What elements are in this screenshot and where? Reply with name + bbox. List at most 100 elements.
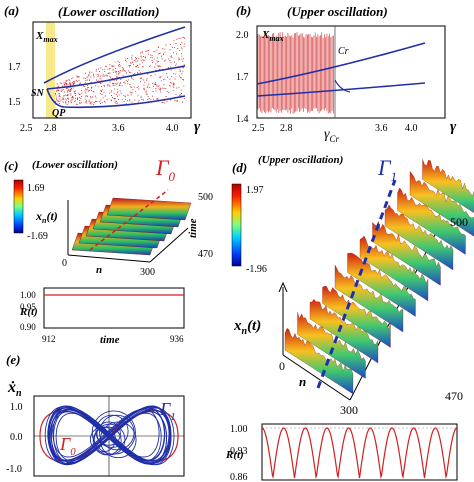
r-xlabel-c: time: [100, 334, 120, 346]
orbit-ring-e-0: [99, 414, 135, 451]
x-tick-a-4-0: 4.0: [166, 123, 179, 134]
ridges-c: [71, 197, 192, 256]
colorbar-min-d: -1.96: [246, 264, 267, 275]
colorbar-max-d: 1.97: [246, 185, 264, 196]
n-label-c: n: [96, 264, 102, 276]
lower-branch-b: [256, 82, 426, 97]
panel-d-label: (d): [232, 160, 247, 175]
ridge-d-11: [422, 159, 474, 213]
panel-a-label: (a): [4, 3, 19, 18]
y-tick-b-1-7: 1.7: [236, 72, 249, 83]
panel-a-title: (Lower oscillation): [58, 4, 159, 19]
orbit-loop-e-13: [50, 411, 168, 465]
r-ytick-0-95-c: 0.95: [20, 302, 36, 312]
annot-cr: Cr: [338, 46, 349, 57]
upper-branch-a: [43, 26, 186, 84]
orbit-ring-e-7: [91, 410, 136, 455]
gamma0-dashed-line: [89, 189, 169, 251]
annot-qp: QP: [52, 108, 66, 119]
z-label-d: xn(t): [233, 318, 261, 337]
x-tick-a-2-8: 2.8: [44, 123, 57, 134]
gamma0-label-c: Γ0: [155, 155, 176, 184]
tick-0-d: 0: [279, 359, 285, 373]
highlight-band: [46, 22, 55, 118]
ridge-d-5: [347, 252, 416, 317]
ridge-d-7: [372, 221, 441, 286]
panel-c-title: (Lower oscillation): [32, 159, 118, 171]
middle-branch-a: [46, 65, 186, 90]
colorbar-c: [13, 179, 24, 234]
panel-c: (c) (Lower oscillation) Γ0 1.69 -1.69 xn…: [4, 155, 213, 346]
y-axis-label-e: ẋn: [7, 379, 22, 399]
gamma1-label-e: Γ1: [159, 399, 176, 423]
lower-branch-a: [46, 88, 186, 109]
n-label-d: n: [299, 374, 306, 389]
y-tick-e-neg-1-0: -1.0: [6, 464, 22, 475]
colorbar-d: [231, 183, 242, 267]
orbit-ring-e-5: [89, 426, 116, 453]
tick-500-c: 500: [198, 192, 213, 203]
x-axis-label-b: γ: [450, 119, 457, 135]
ridge-d-6: [359, 235, 429, 302]
r-ytick-0-86-d: 0.86: [230, 472, 248, 482]
ridges-d: [284, 159, 474, 395]
chaotic-band-b: [257, 32, 334, 114]
r-frame-c: [43, 287, 185, 329]
x-tick-b-2-8: 2.8: [280, 123, 293, 134]
y-tick-a-1-5: 1.5: [8, 97, 21, 108]
y-tick-e-0-0: 0.0: [10, 432, 23, 443]
z-label-c: xn(t): [35, 209, 58, 225]
orbit-loop-e-10: [52, 408, 160, 458]
y-tick-a-1-7: 1.7: [8, 62, 21, 73]
x-tick-b-3-6: 3.6: [375, 123, 388, 134]
orbit-loop-e-11: [48, 406, 170, 462]
upper-branch-b: [256, 42, 426, 85]
x-tick-a-3-6: 3.6: [112, 123, 125, 134]
r-xtick-912: 912: [42, 334, 56, 344]
chaotic-scatter-a: [55, 36, 186, 106]
y-axis-label-b: Xmax: [261, 29, 284, 43]
tick-500-d: 500: [450, 215, 468, 229]
orbit-ring-e-2: [96, 421, 121, 446]
y-tick-b-1-4: 1.4: [236, 114, 249, 125]
ridge-c-5: [106, 197, 192, 221]
r-ytick-1-00-d: 1.00: [230, 424, 248, 435]
time-label-c: time: [187, 218, 199, 238]
colorbar-min-c: -1.69: [27, 231, 48, 242]
r-ytick-1-00-c: 1.00: [20, 290, 36, 300]
tick-300-d: 300: [340, 403, 358, 417]
gamma1-orbit-e: [44, 405, 175, 466]
orbit-loop-e-12: [50, 406, 172, 462]
n-axis-c: [67, 254, 151, 263]
panel-e: (e) ẋn 1.0 0.0 -1.0 Γ1 Γ0: [6, 352, 185, 477]
ridge-d-4: [334, 264, 404, 333]
gamma0-label-e: Γ0: [59, 434, 76, 458]
panel-b-title: (Upper oscillation): [287, 4, 388, 19]
panel-d: (d) (Upper oscillation) Γ1 1.97 -1.96 xn…: [225, 154, 474, 482]
orbit-ring-e-6: [95, 414, 129, 448]
ridge-d-1: [297, 312, 366, 379]
panel-b: (b) (Upper oscillation) Xmax Cr 2.0 1.7 …: [236, 3, 457, 144]
r-label-d: R(t): [225, 449, 244, 461]
panel-d-title: (Upper oscillation): [258, 154, 343, 166]
y-tick-b-2-0: 2.0: [236, 30, 249, 41]
r-label-c: R(t): [19, 306, 38, 318]
annot-sn: SN: [31, 88, 45, 99]
r-xtick-936: 936: [170, 334, 184, 344]
z-axis-arrow-d: [278, 281, 288, 293]
panel-e-label: (e): [6, 352, 20, 367]
r-ytick-0-90-c: 0.90: [20, 322, 36, 332]
ridge-d-8: [384, 204, 454, 271]
ridge-d-2: [309, 298, 379, 364]
n-axis-d: [282, 354, 351, 401]
x-tick-a-2-5: 2.5: [20, 123, 33, 134]
panel-b-label: (b): [236, 3, 251, 18]
panel-c-label: (c): [4, 158, 18, 173]
tick-470-c: 470: [198, 249, 213, 260]
orbit-ring-e-4: [99, 421, 137, 459]
gamma1-dashed-line: [316, 179, 397, 389]
ridge-d-9: [397, 187, 466, 255]
y-tick-e-1-0: 1.0: [10, 402, 23, 413]
r-frame-d: [261, 423, 458, 481]
time-axis-c: [149, 227, 189, 263]
